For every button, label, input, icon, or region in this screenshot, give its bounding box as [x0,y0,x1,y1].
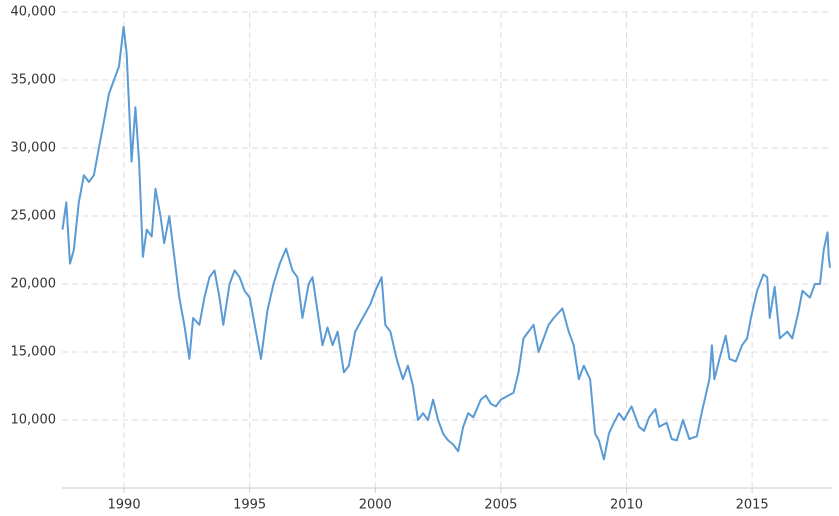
x-tick-label: 2000 [359,498,392,513]
x-tick-label: 2005 [484,498,517,513]
y-tick-label: 25,000 [11,209,57,224]
y-tick-label: 35,000 [11,73,57,88]
series-line [61,26,831,461]
y-tick-label: 15,000 [11,345,57,360]
x-tick-label: 1995 [233,498,266,513]
y-tick-label: 40,000 [11,5,57,20]
y-tick-label: 20,000 [11,277,57,292]
y-tick-label: 30,000 [11,141,57,156]
x-tick-label: 1990 [108,498,141,513]
y-tick-label: 10,000 [11,413,57,428]
x-tick-label: 2010 [610,498,643,513]
x-tick-label: 2015 [736,498,769,513]
